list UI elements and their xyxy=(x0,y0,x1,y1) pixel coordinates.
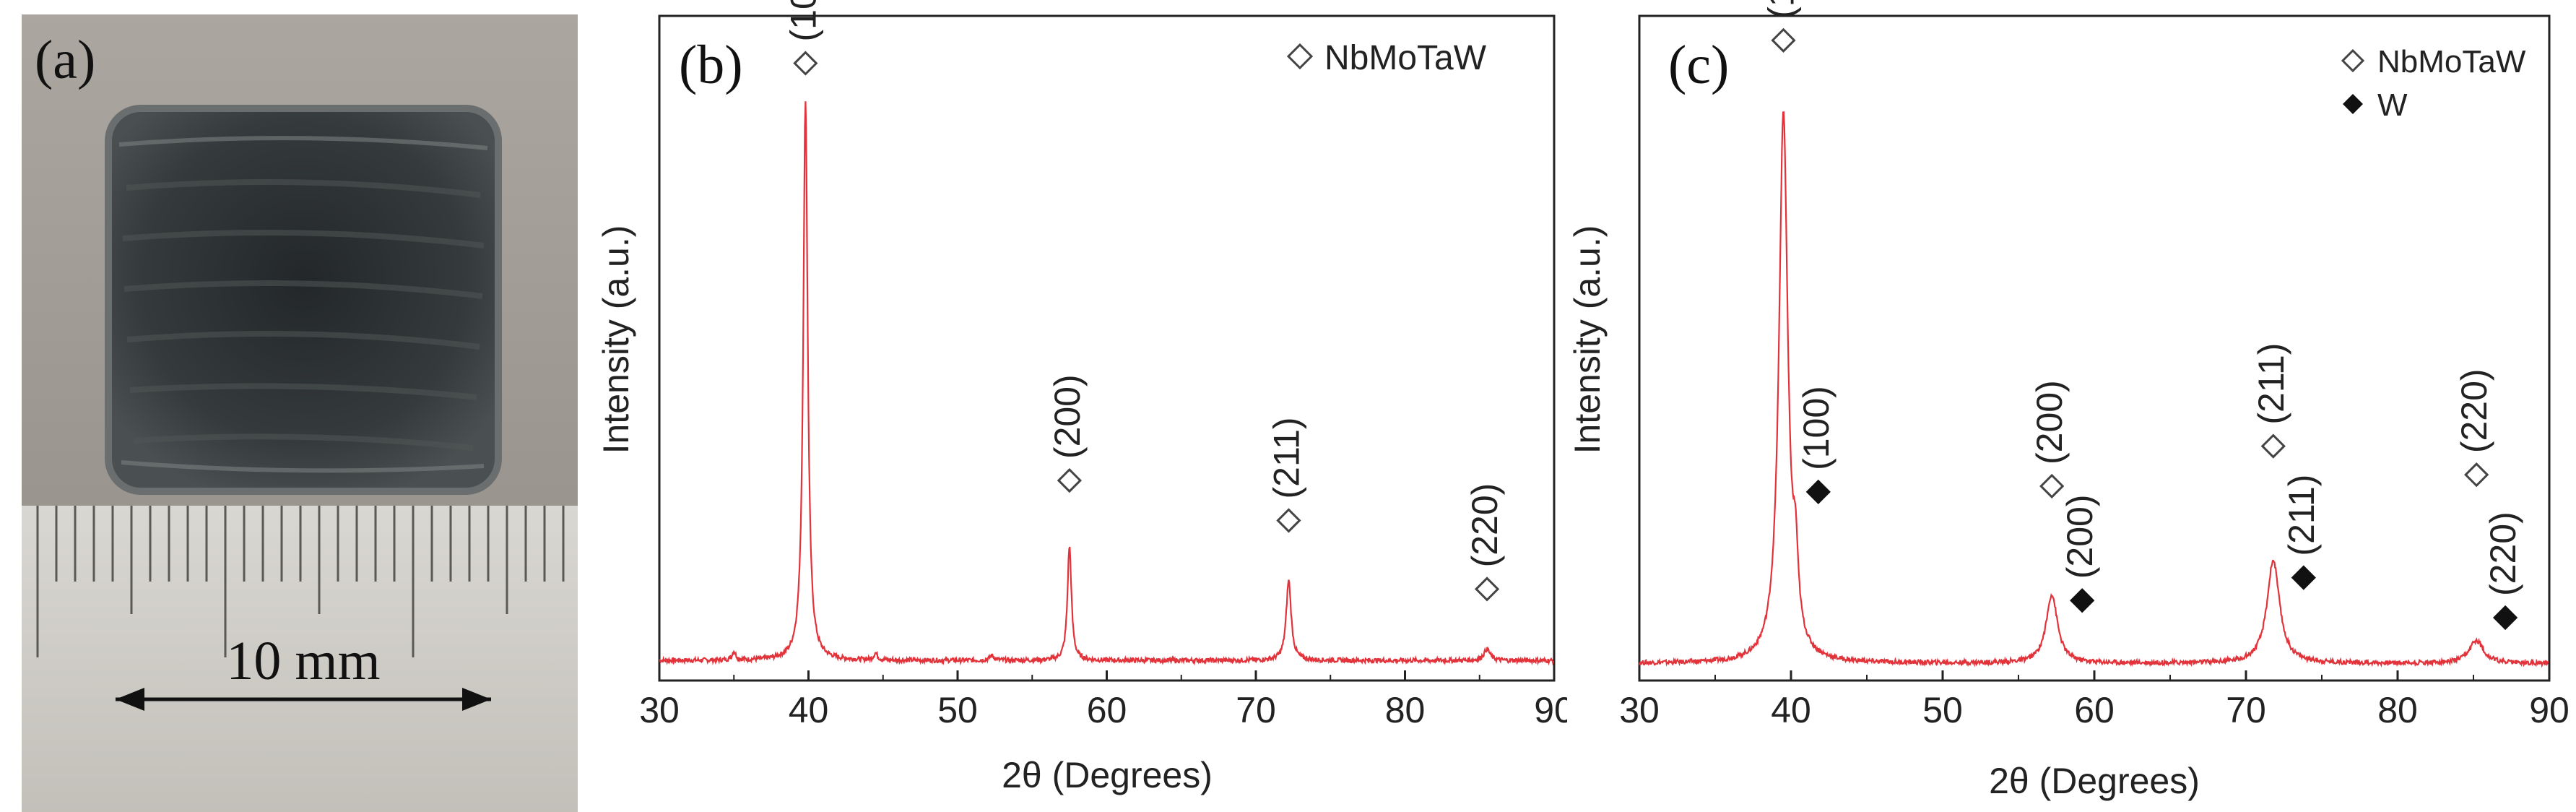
x-tick-label: 60 xyxy=(1087,690,1127,730)
legend-marker-open-diamond xyxy=(1286,43,1314,70)
peak-label: (211) xyxy=(2251,343,2291,425)
panel-label: (c) xyxy=(1668,35,1729,95)
peak-label: (100) xyxy=(1761,0,1802,19)
nbmotaw-peak-marker xyxy=(1276,508,1301,533)
sample xyxy=(105,105,502,495)
peak-label: (200) xyxy=(1047,374,1088,459)
legend: NbMoTaW W xyxy=(2341,44,2526,123)
peak-label: (220) xyxy=(2483,511,2523,596)
nbmotaw-peak-marker xyxy=(1771,27,1796,53)
x-tick-label: 90 xyxy=(2529,690,2570,730)
w-peak-marker xyxy=(2291,565,2316,590)
x-tick-label: 80 xyxy=(2377,690,2418,730)
peak-label: (211) xyxy=(2281,475,2322,556)
legend-marker-filled-diamond xyxy=(2343,94,2363,114)
nbmotaw-peak-marker xyxy=(1057,467,1083,493)
nbmotaw-peak-marker xyxy=(2464,462,2489,488)
legend-label: NbMoTaW xyxy=(1324,39,1487,77)
scale-bar xyxy=(116,688,491,711)
x-tick-label: 30 xyxy=(639,690,680,730)
legend-label: NbMoTaW xyxy=(2377,44,2526,79)
w-peak-marker xyxy=(1805,479,1831,505)
x-tick-label: 70 xyxy=(2226,690,2266,730)
peak-label: (100) xyxy=(783,0,823,42)
nbmotaw-peak-marker xyxy=(1474,576,1500,602)
peak-label: (220) xyxy=(1465,483,1505,568)
series-line xyxy=(659,101,1555,666)
plot-area xyxy=(658,14,1556,682)
xrd-chart-b: 30 40 50 60 70 80 90 (100) (200) (211) (220) (b) I… xyxy=(596,0,1567,795)
panel-label: (b) xyxy=(679,35,743,95)
sample-photo: (a) 10 mm xyxy=(22,14,578,812)
x-tick-label: 40 xyxy=(1771,690,1811,730)
x-tick-label: 40 xyxy=(789,690,829,730)
x-tick-label: 90 xyxy=(1534,690,1567,730)
nbmotaw-peak-marker xyxy=(2039,473,2065,499)
panel-label: (a) xyxy=(35,30,95,90)
peak-label: (211) xyxy=(1266,417,1306,498)
peak-label: (100) xyxy=(1796,386,1836,470)
legend: NbMoTaW xyxy=(1286,39,1487,77)
x-tick-label: 70 xyxy=(1236,690,1276,730)
xrd-chart-c: 30 40 50 60 70 80 90 (100) (100) (200) (200) (211) (… xyxy=(1567,0,2570,801)
y-axis-label: Intensity (a.u.) xyxy=(1567,225,1608,454)
legend-label: W xyxy=(2377,87,2408,123)
peak-label: (220) xyxy=(2454,368,2494,453)
x-axis-label: 2θ (Degrees) xyxy=(1989,761,2200,801)
peak-label: (200) xyxy=(2060,494,2100,579)
w-peak-marker xyxy=(2492,605,2518,631)
series-line xyxy=(1638,111,2549,668)
x-tick-label: 80 xyxy=(1385,690,1426,730)
nbmotaw-peak-marker xyxy=(2260,433,2286,459)
x-tick-label: 30 xyxy=(1619,690,1660,730)
x-tick-label: 50 xyxy=(1922,690,1963,730)
x-axis-label: 2θ (Degrees) xyxy=(1002,755,1213,795)
y-axis-label: Intensity (a.u.) xyxy=(596,225,636,454)
scale-bar-label: 10 mm xyxy=(226,631,380,691)
peak-label: (200) xyxy=(2029,380,2070,465)
ruler-ticks xyxy=(36,506,565,657)
x-tick-label: 60 xyxy=(2074,690,2115,730)
x-tick-label: 50 xyxy=(937,690,978,730)
plot-area xyxy=(1638,14,2551,682)
nbmotaw-peak-marker xyxy=(793,51,818,76)
legend-marker-open-diamond xyxy=(2341,48,2365,73)
w-peak-marker xyxy=(2070,588,2095,613)
